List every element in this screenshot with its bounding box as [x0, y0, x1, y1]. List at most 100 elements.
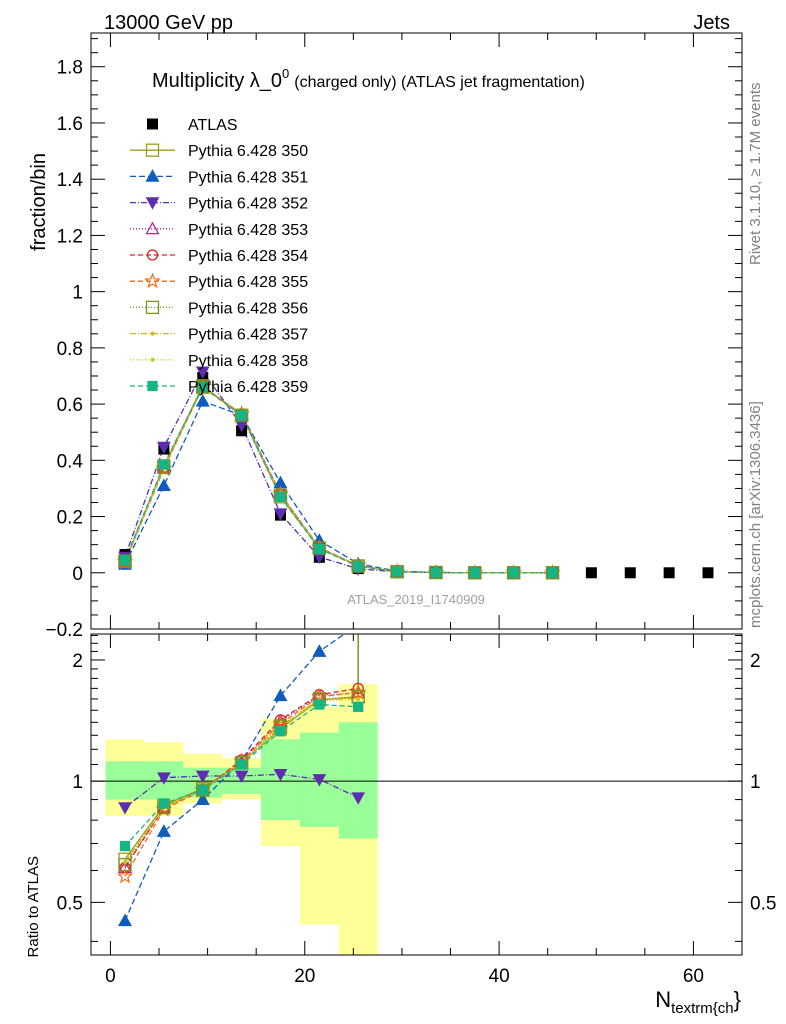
ratio-point-2 — [156, 824, 171, 837]
y-tick-label: 1 — [72, 283, 83, 304]
header-right-label: Jets — [693, 12, 730, 34]
series-point-10 — [314, 543, 325, 555]
legend-label-7: Pythia 6.428 356 — [188, 300, 308, 317]
series-point-10 — [275, 491, 286, 503]
header-left-label: 13000 GeV pp — [104, 12, 233, 34]
ratio-point-7 — [118, 858, 132, 872]
ratio-point-2 — [312, 644, 327, 657]
series-point-10 — [391, 566, 403, 577]
stat-uncertainty-band — [105, 761, 145, 800]
series-line-2 — [124, 400, 553, 574]
ratio-y-axis-label: Ratio to ATLAS — [25, 856, 42, 957]
y-tick-label: 0.6 — [57, 395, 83, 416]
legend-label-5: Pythia 6.428 354 — [188, 248, 308, 265]
data-point — [702, 567, 714, 579]
stat-uncertainty-band — [338, 722, 378, 839]
legend-label-8: Pythia 6.428 357 — [188, 327, 308, 344]
x-tick-label: 40 — [489, 966, 510, 987]
ratio-point-9 — [123, 859, 128, 864]
series-point-10 — [469, 567, 480, 578]
legend-label-9: Pythia 6.428 358 — [188, 353, 308, 370]
series-point-10 — [197, 382, 208, 393]
y-tick-label: 1.6 — [57, 114, 83, 135]
series-point-3 — [273, 508, 288, 521]
series-point-7 — [312, 541, 326, 555]
legend-marker-10 — [147, 380, 158, 392]
series-point-7 — [468, 566, 482, 580]
legend-label-6: Pythia 6.428 355 — [188, 274, 308, 291]
series-point-7 — [234, 408, 249, 422]
legend-marker-5 — [146, 249, 159, 261]
ratio-point-3 — [195, 770, 210, 784]
ratio-point-6 — [116, 867, 134, 884]
ratio-point-3 — [157, 772, 171, 785]
ratio-point-10 — [353, 701, 364, 712]
ratio-tick-label: 2 — [72, 651, 83, 672]
legend-marker-8 — [150, 331, 155, 336]
plot-title: Multiplicity λ_00 (charged only) (ATLAS j… — [152, 66, 585, 92]
y-tick-label: 0.8 — [57, 339, 83, 360]
series-point-2 — [156, 478, 171, 492]
series-point-3 — [157, 441, 171, 455]
x-tick-label: 0 — [105, 966, 116, 987]
ratio-tick-label: 1 — [72, 772, 83, 793]
series-point-10 — [236, 410, 247, 421]
legend-marker-7 — [145, 300, 160, 315]
ratio-point-2 — [273, 688, 288, 702]
title-main: Multiplicity λ_0 — [152, 70, 282, 92]
series-point-10 — [430, 567, 442, 578]
y-tick-label: −0.2 — [45, 620, 83, 641]
legend-marker-data — [147, 118, 158, 130]
ratio-tick-label-right: 1 — [750, 772, 761, 793]
ratio-tick-label: 0.5 — [57, 893, 83, 914]
title-superscript: 0 — [282, 66, 289, 81]
legend-marker-2 — [145, 169, 160, 182]
ratio-point-3 — [234, 770, 249, 784]
legend-marker-4 — [145, 221, 160, 235]
legend-marker-3 — [145, 197, 160, 210]
analysis-id-label: ATLAS_2019_I1740909 — [347, 592, 485, 607]
y-tick-label: 0.4 — [57, 451, 84, 472]
x-axis-label: Ntextrm{ch} — [655, 987, 741, 1017]
y-tick-label: 0 — [72, 564, 83, 585]
x-axis-label-end: } — [734, 987, 741, 1012]
ratio-point-10 — [119, 840, 131, 852]
series-point-3 — [195, 366, 210, 379]
series-line-3 — [124, 370, 553, 574]
legend-marker-1 — [145, 143, 160, 157]
y-axis-label: fraction/bin — [28, 153, 50, 251]
series-point-10 — [508, 567, 519, 578]
ratio-point-10 — [197, 784, 208, 796]
ratio-point-9 — [356, 696, 361, 701]
ratio-panel-frame — [90, 633, 743, 956]
data-point — [585, 567, 597, 579]
series-point-7 — [390, 564, 404, 579]
ratio-point-3 — [273, 768, 288, 782]
ratio-tick-label-right: 0.5 — [750, 893, 776, 914]
legend-label-1: Pythia 6.428 350 — [188, 143, 308, 160]
ratio-point-3 — [351, 792, 366, 805]
data-point — [663, 567, 675, 579]
legend-label-2: Pythia 6.428 351 — [188, 169, 308, 186]
ratio-point-2 — [195, 792, 210, 805]
y-tick-label: 1.8 — [57, 58, 83, 79]
legend-marker-9 — [150, 357, 155, 362]
ratio-point-3 — [312, 774, 327, 787]
title-rest: (charged only) (ATLAS jet fragmentation) — [294, 74, 585, 91]
ratio-point-10 — [275, 726, 286, 737]
series-point-10 — [119, 554, 131, 566]
series-point-7 — [196, 380, 210, 394]
y-tick-label: 0.2 — [57, 508, 83, 529]
ratio-point-10 — [236, 759, 247, 770]
y-tick-label: 1.2 — [57, 226, 83, 247]
x-axis-label-sub: textrm{ch — [671, 1000, 734, 1017]
series-point-7 — [507, 566, 521, 580]
mcplots-label: mcplots.cern.ch [arXiv:1306.3436] — [747, 401, 764, 628]
series-point-7 — [545, 566, 560, 580]
x-tick-label: 20 — [294, 966, 315, 987]
y-tick-label: 1.4 — [57, 170, 84, 191]
ratio-point-3 — [118, 802, 132, 815]
legend-label-data: ATLAS — [188, 117, 238, 134]
rivet-version-label: Rivet 3.1.10, ≥ 1.7M events — [747, 83, 764, 266]
